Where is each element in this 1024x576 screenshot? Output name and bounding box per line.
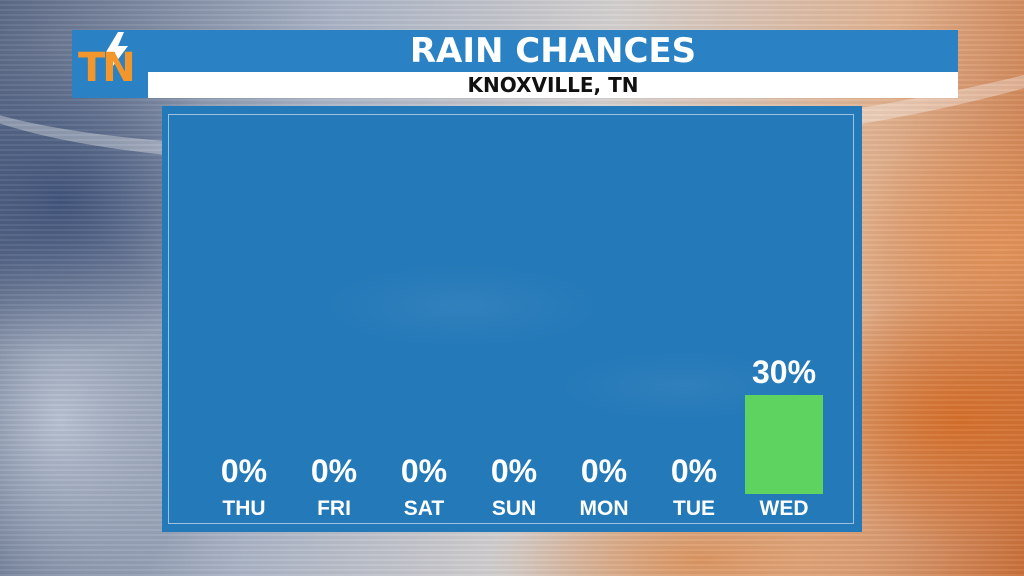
station-logo: TN: [72, 30, 148, 98]
value-label-mon: 0%: [581, 453, 627, 489]
category-label-sun: SUN: [492, 497, 536, 520]
chart-frame: [168, 114, 854, 524]
category-label-thu: THU: [222, 497, 265, 520]
page-title: RAIN CHANCES: [148, 30, 958, 72]
value-label-sun: 0%: [491, 453, 537, 489]
header: TN RAIN CHANCES KNOXVILLE, TN: [72, 30, 958, 98]
value-label-fri: 0%: [311, 453, 357, 489]
lightning-bolt-icon: [106, 32, 128, 70]
category-label-sat: SAT: [404, 497, 445, 520]
category-label-wed: WED: [760, 497, 809, 520]
logo-text: TN: [78, 45, 136, 91]
category-label-tue: TUE: [673, 497, 715, 520]
rain-chance-chart: 0% THU 0% FRI 0% SAT 0% SUN 0% MON 0% TUE 30% WED: [221, 354, 823, 520]
bar-wed: [745, 395, 823, 494]
page-subtitle: KNOXVILLE, TN: [148, 72, 958, 98]
value-label-wed: 30%: [752, 354, 816, 390]
value-label-tue: 0%: [671, 453, 717, 489]
category-label-mon: MON: [580, 497, 629, 520]
value-label-thu: 0%: [221, 453, 267, 489]
value-label-sat: 0%: [401, 453, 447, 489]
category-label-fri: FRI: [317, 497, 351, 520]
chart-panel: 0% THU 0% FRI 0% SAT 0% SUN 0% MON 0% TUE 30% WED: [162, 106, 862, 532]
